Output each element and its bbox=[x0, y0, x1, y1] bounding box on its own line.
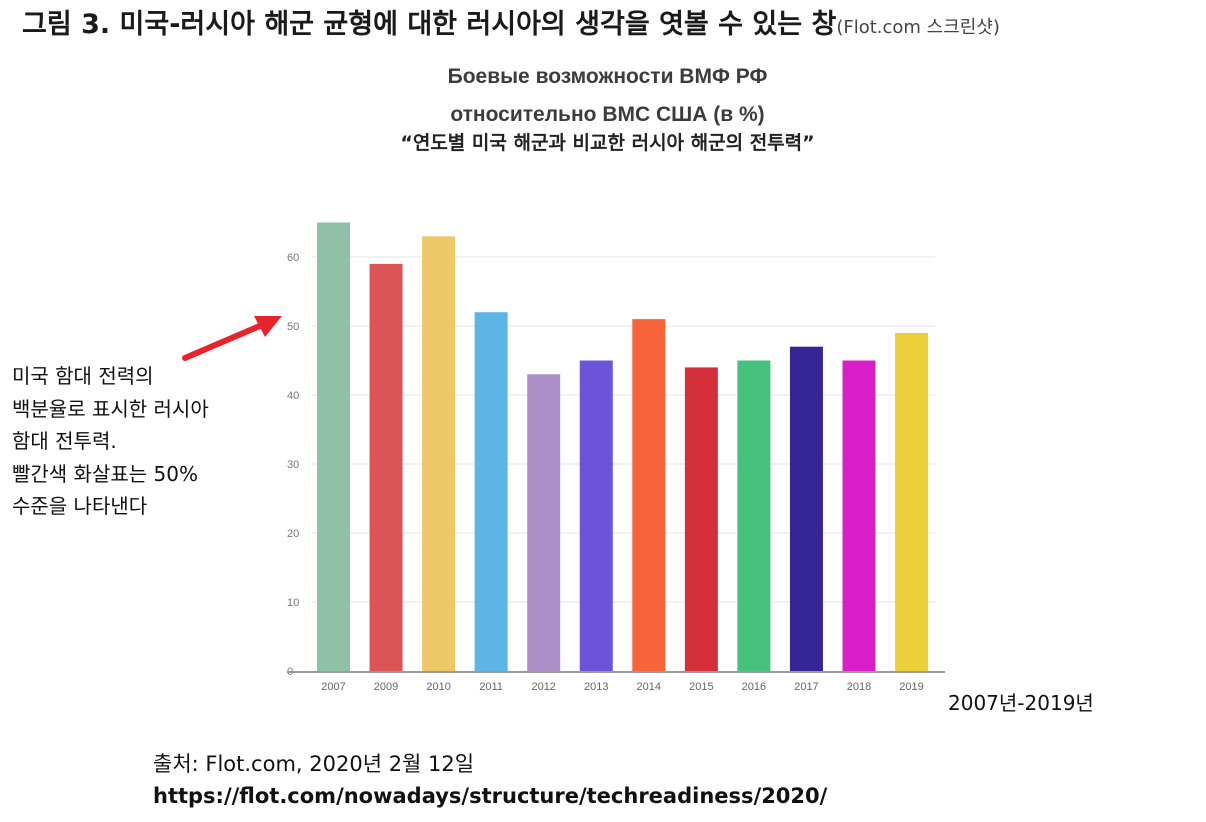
y-tick-label: 30 bbox=[287, 459, 299, 471]
figure-caption-source: (Flot.com 스크린샷) bbox=[836, 17, 1000, 38]
x-tick-label: 2019 bbox=[899, 681, 923, 693]
x-tick-label: 2012 bbox=[531, 681, 555, 693]
x-tick-label: 2017 bbox=[794, 681, 818, 693]
bar-2010 bbox=[422, 236, 456, 672]
source-url[interactable]: https://flot.com/nowadays/structure/tech… bbox=[153, 784, 828, 808]
x-tick-label: 2014 bbox=[637, 681, 661, 693]
x-tick-label: 2013 bbox=[584, 681, 608, 693]
x-tick-label: 2016 bbox=[742, 681, 766, 693]
y-tick-labels: 0102030405060 bbox=[287, 252, 299, 678]
bar-2014 bbox=[632, 319, 666, 671]
bar-2017 bbox=[789, 346, 823, 671]
bar-2018 bbox=[842, 360, 876, 671]
bar-2015 bbox=[684, 367, 718, 671]
y-tick-label: 60 bbox=[287, 252, 299, 264]
x-tick-label: 2010 bbox=[426, 681, 450, 693]
grid-lines bbox=[312, 256, 935, 603]
red-arrow bbox=[182, 316, 282, 361]
annotation-line: 빨간색 화살표는 50% bbox=[12, 461, 198, 486]
annotation-text: 미국 함대 전력의 백분율로 표시한 러시아 함대 전투력. 빨간색 화살표는 … bbox=[12, 360, 272, 523]
chart-title: Боевые возможности ВМФ РФ bbox=[447, 65, 768, 88]
annotation-line: 백분율로 표시한 러시아 bbox=[12, 396, 209, 421]
x-tick-label: 2018 bbox=[847, 681, 871, 693]
red-arrow-head bbox=[254, 316, 282, 337]
annotation-line: 미국 함대 전력의 bbox=[12, 364, 154, 388]
annotation-line: 수준을 나타낸다 bbox=[12, 494, 148, 518]
y-tick-label: 10 bbox=[287, 597, 299, 609]
bar-2007 bbox=[317, 222, 350, 671]
bar-2013 bbox=[579, 360, 613, 671]
chart-subtitle: относительно ВМС США (в %) bbox=[450, 103, 765, 126]
source-text: 출처: Flot.com, 2020년 2월 12일 bbox=[153, 752, 475, 776]
y-tick-label: 20 bbox=[287, 528, 299, 540]
x-tick-label: 2015 bbox=[689, 681, 713, 693]
bar-2011 bbox=[474, 312, 508, 671]
x-tick-labels: 2007 2009 2010 2011 2012 2013 2014 2015 2016 2017… bbox=[321, 681, 924, 693]
figure-caption: 그림 3. 미국-러시아 해군 균형에 대한 러시아의 생각을 엿볼 수 있는 … bbox=[22, 2, 1202, 41]
red-arrow-shaft bbox=[182, 322, 265, 361]
x-tick-label: 2007 bbox=[321, 681, 345, 693]
x-tick-label: 2009 bbox=[374, 681, 398, 693]
year-range-label: 2007년-2019년 bbox=[948, 691, 1094, 715]
y-tick-label: 40 bbox=[287, 390, 299, 402]
chart-title-block: Боевые возможности ВМФ РФ относительно В… bbox=[300, 58, 915, 134]
y-tick-label: 50 bbox=[287, 321, 299, 333]
bar-2019 bbox=[895, 332, 929, 671]
annotation-line: 함대 전투력. bbox=[12, 429, 117, 453]
bar-2009 bbox=[369, 263, 403, 671]
bar-2012 bbox=[527, 374, 561, 671]
figure-caption-text: 그림 3. 미국-러시아 해군 균형에 대한 러시아의 생각을 엿볼 수 있는 … bbox=[22, 9, 837, 40]
chart-translated-title: “연도별 미국 해군과 비교한 러시아 해군의 전투력” bbox=[400, 132, 815, 154]
x-tick-label: 2011 bbox=[479, 681, 503, 693]
bar-2016 bbox=[737, 360, 771, 671]
bars bbox=[317, 222, 929, 672]
